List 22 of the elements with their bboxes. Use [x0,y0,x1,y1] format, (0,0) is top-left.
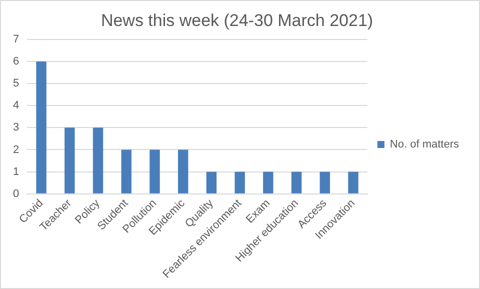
bar [36,61,46,194]
bar [150,150,160,194]
bar [178,150,188,194]
legend-label: No. of matters [390,138,460,151]
y-tick-label: 3 [12,122,20,134]
bar [92,128,104,194]
y-tick-label: 0 [12,188,20,200]
bar [320,172,330,194]
y-tick-label: 4 [12,100,20,112]
y-tick-label: 7 [12,33,20,46]
y-tick-label: 6 [12,56,20,68]
y-tick-label: 1 [12,166,20,178]
y-tick-label: 2 [12,144,20,156]
bar [234,172,245,194]
chart-title: News this week (24-30 March 2021) [100,10,374,30]
bar [121,150,132,194]
bar [206,172,217,194]
bar [348,172,358,194]
y-tick-label: 5 [12,78,20,90]
bar [291,172,302,194]
bar [263,172,274,194]
bar [64,128,75,194]
